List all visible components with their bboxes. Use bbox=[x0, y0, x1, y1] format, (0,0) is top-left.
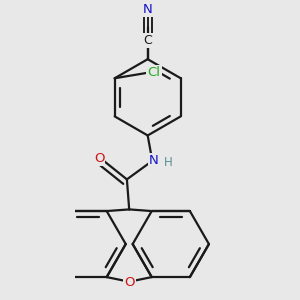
Text: O: O bbox=[94, 152, 104, 165]
Text: C: C bbox=[143, 34, 152, 47]
Text: N: N bbox=[143, 3, 153, 16]
Text: H: H bbox=[164, 156, 172, 169]
Text: Cl: Cl bbox=[148, 66, 160, 79]
Text: N: N bbox=[148, 154, 158, 167]
Text: O: O bbox=[124, 276, 134, 290]
